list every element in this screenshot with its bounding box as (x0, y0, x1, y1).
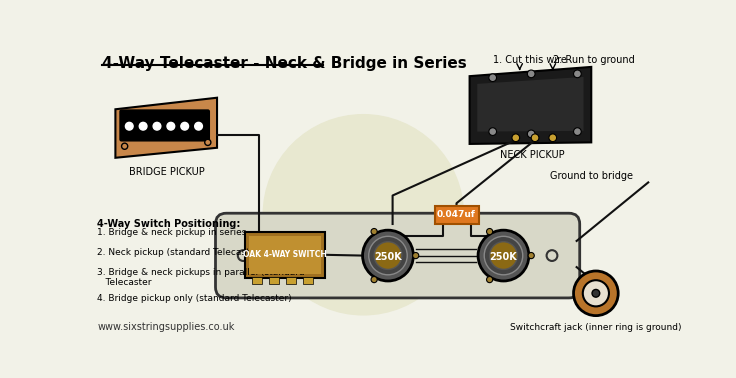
Text: 1. Bridge & neck pickup in series: 1. Bridge & neck pickup in series (97, 228, 247, 237)
Circle shape (363, 230, 414, 281)
Circle shape (486, 276, 492, 283)
Circle shape (512, 134, 520, 142)
Circle shape (121, 143, 128, 149)
Circle shape (573, 271, 618, 316)
Bar (303, 277, 314, 284)
FancyBboxPatch shape (120, 110, 209, 141)
Bar (269, 277, 280, 284)
Circle shape (573, 70, 581, 78)
Circle shape (489, 242, 517, 270)
Circle shape (573, 128, 581, 135)
Polygon shape (478, 77, 584, 132)
Text: OAK 4-WAY SWITCH: OAK 4-WAY SWITCH (243, 250, 327, 259)
Circle shape (263, 115, 464, 315)
Bar (286, 277, 297, 284)
Circle shape (205, 139, 211, 146)
Text: BRIDGE PICKUP: BRIDGE PICKUP (130, 167, 205, 177)
Text: 2. Run to ground: 2. Run to ground (553, 56, 634, 65)
Circle shape (549, 134, 556, 142)
Text: NECK PICKUP: NECK PICKUP (500, 150, 565, 160)
Circle shape (195, 122, 202, 130)
Text: 3. Bridge & neck pickups in parallel (standard
   Telecaster: 3. Bridge & neck pickups in parallel (st… (97, 268, 305, 287)
Circle shape (413, 253, 419, 259)
Bar (249, 235, 321, 274)
Polygon shape (470, 67, 591, 144)
Circle shape (489, 74, 497, 82)
Circle shape (371, 276, 377, 283)
Circle shape (374, 242, 402, 270)
Text: 0.047uf: 0.047uf (437, 210, 476, 219)
Circle shape (125, 122, 133, 130)
Text: 250K: 250K (489, 252, 517, 262)
Circle shape (167, 122, 174, 130)
Circle shape (547, 250, 557, 261)
Circle shape (238, 250, 249, 261)
FancyBboxPatch shape (216, 213, 580, 298)
Circle shape (528, 253, 534, 259)
Circle shape (489, 128, 497, 135)
Bar (252, 277, 263, 284)
Circle shape (371, 228, 377, 235)
Circle shape (528, 130, 535, 138)
Circle shape (528, 70, 535, 78)
Text: 1. Cut this wire: 1. Cut this wire (492, 56, 567, 65)
Circle shape (486, 228, 492, 235)
Circle shape (153, 122, 161, 130)
Text: 250K: 250K (374, 252, 402, 262)
Text: 4-Way Switch Positioning:: 4-Way Switch Positioning: (97, 219, 240, 229)
Text: Switchcraft jack (inner ring is ground): Switchcraft jack (inner ring is ground) (510, 322, 682, 332)
Text: 4-Way Telecaster - Neck & Bridge in Series: 4-Way Telecaster - Neck & Bridge in Seri… (102, 56, 467, 71)
Circle shape (139, 122, 147, 130)
Text: Ground to bridge: Ground to bridge (550, 171, 633, 181)
Circle shape (181, 122, 188, 130)
Text: 4. Bridge pickup only (standard Telecaster): 4. Bridge pickup only (standard Telecast… (97, 294, 291, 303)
Circle shape (478, 230, 529, 281)
Circle shape (583, 280, 609, 307)
Text: 2. Neck pickup (standard Telecaster): 2. Neck pickup (standard Telecaster) (97, 248, 263, 257)
Text: www.sixstringsupplies.co.uk: www.sixstringsupplies.co.uk (98, 322, 235, 332)
Polygon shape (116, 98, 217, 158)
Circle shape (592, 290, 600, 297)
Circle shape (531, 134, 539, 142)
Bar (435, 206, 479, 224)
Bar (245, 232, 325, 278)
Circle shape (484, 236, 523, 275)
Circle shape (369, 236, 407, 275)
